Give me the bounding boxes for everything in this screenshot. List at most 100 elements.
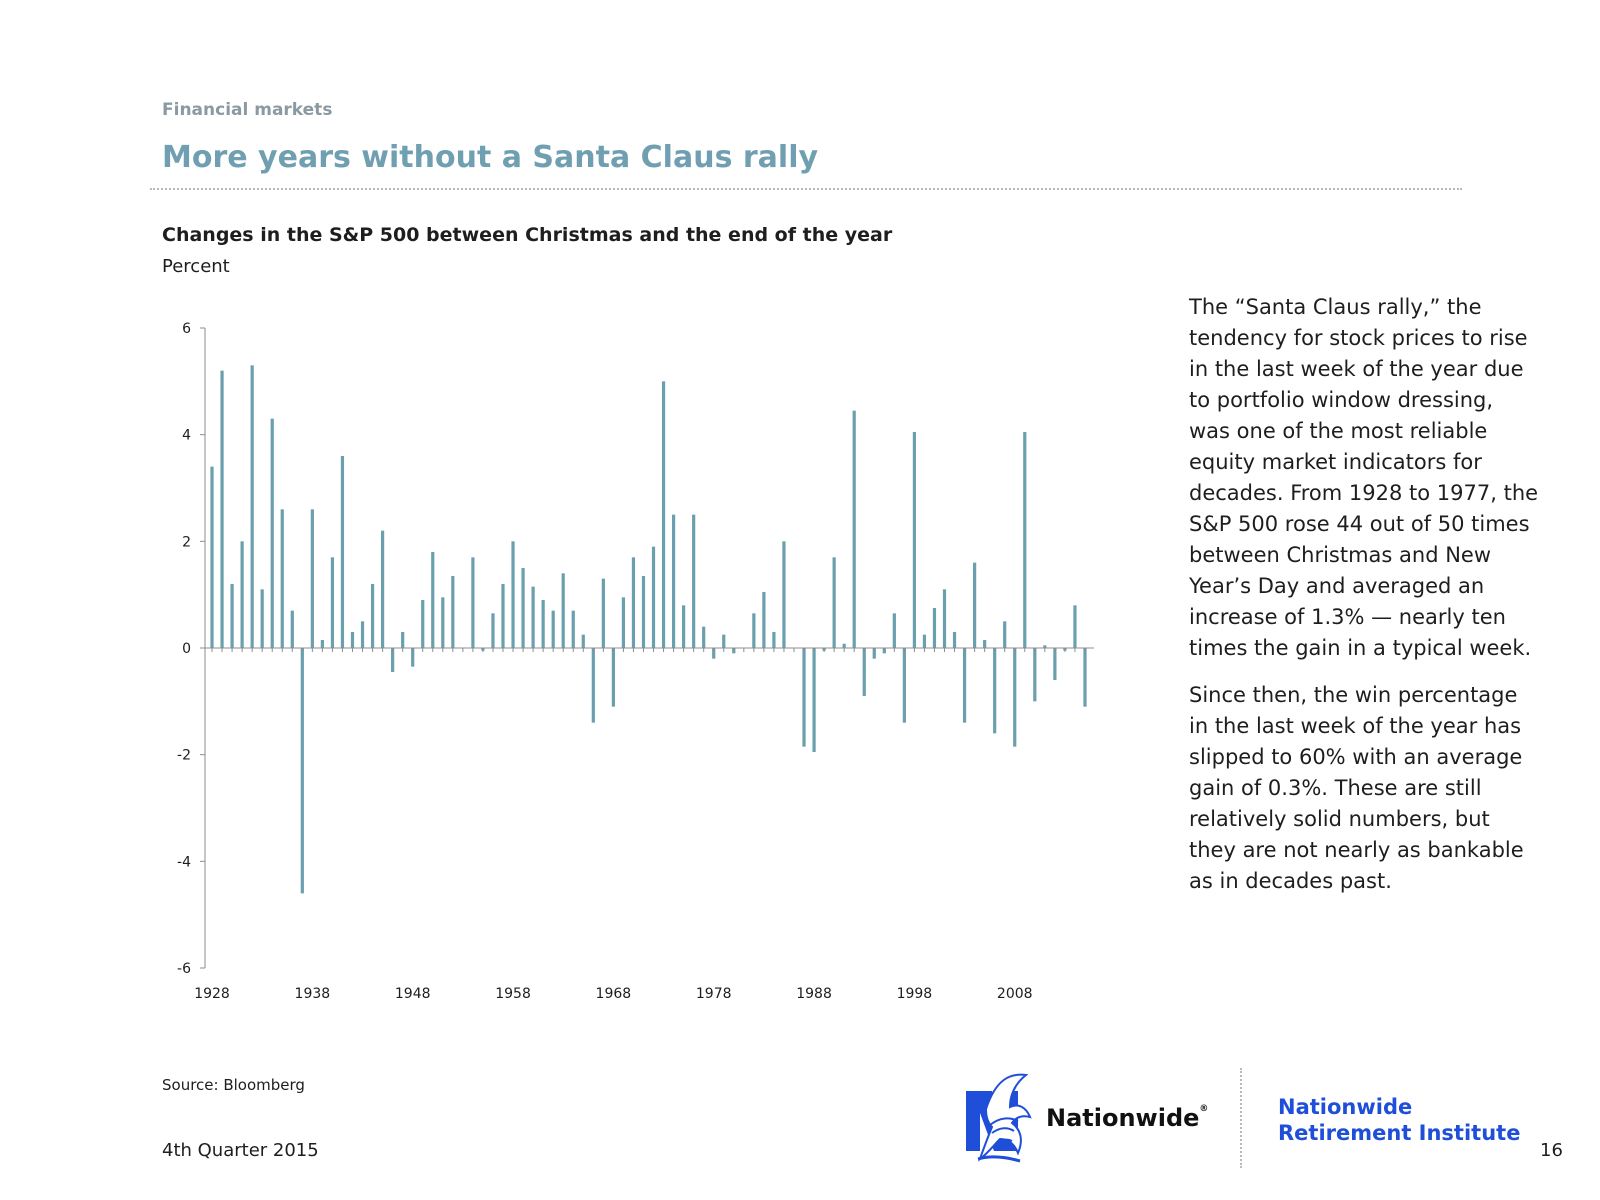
bar: [501, 584, 505, 648]
y-tick-label: -4: [177, 854, 191, 870]
bar: [1013, 648, 1017, 747]
bar: [671, 514, 676, 648]
bar: [842, 643, 846, 648]
bar: [661, 381, 666, 648]
bar: [1053, 648, 1057, 680]
y-tick-label: 4: [182, 428, 191, 444]
bar: [330, 557, 335, 648]
bar: [531, 586, 535, 648]
bar: [1083, 648, 1087, 707]
bar: [712, 648, 716, 659]
bar: [401, 632, 405, 648]
bar: [621, 597, 626, 648]
section-label: Financial markets: [162, 100, 333, 120]
bar: [983, 640, 987, 648]
source-note: Source: Bloomberg: [162, 1076, 305, 1094]
registered-mark: ®: [1199, 1104, 1209, 1114]
bar: [1033, 648, 1037, 702]
bar: [451, 576, 455, 648]
bar: [441, 597, 445, 648]
bar: [521, 568, 525, 648]
x-tick-label: 1938: [295, 986, 331, 1002]
y-tick-label: 6: [182, 321, 191, 337]
y-tick-label: 0: [182, 641, 191, 657]
page-number: 16: [1540, 1140, 1563, 1161]
bar: [902, 648, 906, 723]
bar: [280, 509, 284, 648]
bar: [431, 552, 435, 648]
bar: [411, 648, 415, 667]
bar: [491, 613, 495, 648]
title-divider: [150, 188, 1462, 190]
bar: [762, 592, 766, 648]
bar: [852, 410, 856, 648]
bar: [832, 557, 836, 648]
commentary-paragraph-1: The “Santa Claus rally,” the tendency fo…: [1189, 295, 1539, 660]
bar: [561, 573, 565, 648]
bar: [270, 418, 274, 648]
bar: [942, 589, 947, 648]
bar: [210, 466, 214, 648]
footer-divider: [1240, 1068, 1242, 1168]
bar: [702, 626, 706, 648]
x-tick-label: 1988: [796, 986, 832, 1002]
bar: [651, 546, 656, 648]
commentary-paragraph-2: Since then, the win percentage in the la…: [1189, 683, 1524, 893]
bar: [772, 632, 776, 648]
chart-unit-label: Percent: [162, 256, 230, 277]
bar: [240, 541, 244, 648]
bar: [752, 613, 756, 648]
bar: [250, 365, 254, 648]
bar: [391, 648, 395, 672]
bar: [892, 613, 896, 648]
x-axis: 1928 1938 1948 1958 1968 1978 1988 1998 2008: [194, 647, 1094, 1002]
bar: [541, 600, 545, 648]
bar: [300, 648, 304, 894]
x-tick-label: 1958: [495, 986, 531, 1002]
report-date: 4th Quarter 2015: [162, 1140, 319, 1161]
bar: [973, 562, 977, 648]
chart-title: Changes in the S&P 500 between Christmas…: [162, 224, 893, 246]
bar: [1043, 645, 1047, 648]
bar: [340, 456, 345, 648]
y-tick-label: -2: [177, 748, 191, 764]
bar: [682, 605, 686, 648]
x-tick-label: 1928: [194, 986, 230, 1002]
bar: [380, 530, 385, 648]
bar: [601, 578, 605, 648]
brand-name: Nationwide®: [1046, 1104, 1208, 1132]
bar: [571, 610, 575, 648]
bar: [1003, 621, 1007, 648]
bar: [290, 610, 294, 648]
x-tick-label: 1978: [696, 986, 732, 1002]
bar: [551, 610, 555, 648]
x-tick-label: 1948: [395, 986, 431, 1002]
bar: [932, 608, 937, 648]
bar: [692, 514, 696, 648]
bar: [862, 648, 866, 696]
bar: [993, 648, 997, 734]
y-tick-label: 2: [182, 534, 191, 550]
bar: [812, 648, 816, 752]
bars-group: [210, 365, 1087, 894]
nationwide-eagle-logo-icon: [966, 1073, 1032, 1163]
bar: [511, 541, 515, 648]
bar: [260, 589, 264, 648]
bar: [320, 640, 324, 648]
institute-name-line-1: Nationwide: [1278, 1095, 1413, 1119]
bar: [350, 632, 355, 648]
bar: [581, 634, 585, 648]
bar: [611, 648, 615, 707]
bar: [922, 634, 927, 648]
bar: [310, 509, 314, 648]
bar: [631, 557, 636, 648]
bar: [912, 432, 917, 648]
bar: [370, 584, 375, 648]
bar: [872, 648, 876, 659]
x-tick-label: 1998: [897, 986, 933, 1002]
institute-name: Nationwide Retirement Institute: [1278, 1094, 1520, 1146]
y-axis: 6 4 2 0 -2 -4 -6: [177, 321, 206, 977]
bar: [962, 648, 967, 723]
brand-name-text: Nationwide: [1046, 1104, 1200, 1132]
bar: [1023, 432, 1027, 648]
